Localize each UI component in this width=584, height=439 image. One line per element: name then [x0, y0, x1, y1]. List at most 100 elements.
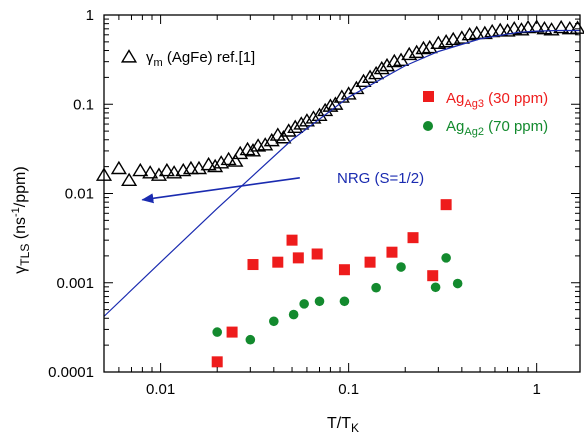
legend: γm (AgFe) ref.[1] AgAg3 (30 ppm) AgAg2 (…	[120, 49, 548, 138]
data-point-triangle	[110, 160, 127, 175]
legend-marker-triangle	[120, 49, 138, 63]
x-axis-label: T/TK	[327, 415, 359, 435]
series-3	[103, 29, 580, 317]
x-tick-label: 1	[532, 381, 540, 398]
axes: 0.01 0.1 1 0.0001 0.001 0.01 0.1 1	[48, 7, 580, 398]
data-point-square	[286, 234, 298, 246]
data-point-triangle	[200, 156, 217, 171]
legend-label-agag3: AgAg3 (30 ppm)	[446, 90, 548, 110]
data-point-square	[247, 259, 259, 271]
data-point-circle	[339, 296, 350, 307]
nrg-arrow	[141, 176, 300, 204]
data-point-triangle	[506, 20, 523, 35]
data-point-triangle	[287, 119, 304, 133]
nrg-annotation: NRG (S=1/2)	[141, 170, 424, 204]
data-point-circle	[288, 309, 299, 320]
data-point-triangle	[280, 123, 297, 137]
data-point-triangle	[213, 155, 230, 169]
data-point-triangle	[386, 53, 403, 68]
y-axis-title: γTLS (ns-1/ppm)	[10, 166, 32, 273]
data-point-triangle	[220, 151, 237, 166]
legend-entry-agfe: γm (AgFe) ref.[1]	[120, 49, 255, 69]
data-point-triangle	[499, 23, 516, 37]
data-point-triangle	[232, 145, 249, 160]
nrg-label: NRG (S=1/2)	[337, 170, 424, 187]
data-point-square	[440, 199, 452, 211]
data-point-triangle	[378, 57, 396, 72]
y-tick-label: 0.1	[73, 96, 94, 113]
data-point-triangle	[207, 158, 224, 173]
data-point-triangle	[298, 113, 315, 127]
data-point-triangle	[438, 34, 455, 48]
legend-label-agfe: γm (AgFe) ref.[1]	[146, 49, 255, 69]
data-point-triangle	[520, 19, 537, 34]
data-point-triangle	[553, 19, 570, 34]
data-point-square	[311, 248, 323, 260]
data-point-triangle	[536, 20, 553, 35]
data-point-square	[386, 246, 398, 258]
data-point-square	[226, 326, 238, 338]
data-point-square	[338, 264, 350, 276]
data-point-triangle	[257, 137, 274, 151]
legend-entry-agag2: AgAg2 (70 ppm)	[423, 118, 548, 138]
data-point-triangle	[373, 60, 390, 75]
data-point-circle	[299, 299, 309, 309]
data-point-square	[292, 252, 304, 264]
data-point-triangle	[121, 172, 138, 187]
data-point-triangle	[408, 44, 425, 59]
data-point-triangle	[132, 162, 149, 177]
data-point-triangle	[150, 167, 168, 181]
data-point-triangle	[361, 69, 379, 83]
legend-entry-agag3: AgAg3 (30 ppm)	[423, 90, 548, 110]
data-point-triangle	[355, 73, 372, 88]
data-point-circle	[441, 253, 451, 263]
plot-frame	[103, 14, 581, 373]
plot-area	[95, 19, 584, 368]
data-point-triangle	[543, 22, 560, 36]
y-axis-label: γTLS (ns-1/ppm)	[10, 166, 32, 273]
data-point-triangle	[453, 30, 470, 44]
data-point-triangle	[445, 31, 462, 46]
data-point-triangle	[182, 160, 200, 175]
data-point-triangle	[513, 22, 530, 36]
series-0	[95, 19, 584, 187]
data-point-triangle	[415, 40, 432, 55]
data-point-circle	[396, 262, 406, 272]
data-point-square	[364, 256, 376, 268]
data-point-circle	[245, 334, 256, 345]
x-tick-label: 0.01	[146, 381, 175, 398]
x-axis-title: T/TK	[327, 415, 359, 435]
data-point-circle	[452, 278, 463, 289]
legend-marker-circle	[423, 121, 433, 131]
data-point-triangle	[311, 107, 328, 121]
data-point-circle	[314, 296, 325, 307]
data-point-triangle	[569, 20, 584, 34]
data-point-triangle	[368, 65, 385, 80]
data-point-triangle	[142, 165, 159, 179]
data-point-triangle	[293, 116, 310, 130]
data-point-triangle	[528, 19, 545, 33]
data-point-triangle	[166, 165, 183, 179]
y-tick-label: 0.01	[65, 186, 94, 203]
y-tick-label: 1	[86, 7, 94, 24]
nrg-curve	[103, 29, 580, 317]
y-tick-label: 0.001	[56, 275, 94, 292]
data-point-triangle	[327, 96, 344, 110]
data-point-circle	[430, 282, 441, 293]
data-point-square	[407, 232, 419, 244]
data-point-triangle	[275, 130, 292, 144]
data-point-triangle	[468, 25, 485, 40]
data-point-triangle	[158, 162, 175, 177]
data-point-circle	[212, 327, 223, 337]
data-point-square	[272, 256, 284, 268]
y-tick-label: 0.0001	[48, 364, 94, 381]
data-point-triangle	[227, 153, 244, 167]
legend-marker-square	[423, 91, 434, 102]
series-2	[212, 253, 463, 345]
legend-label-agag2: AgAg2 (70 ppm)	[446, 118, 548, 138]
data-point-triangle	[244, 143, 262, 157]
data-point-circle	[371, 282, 381, 293]
data-point-circle	[269, 316, 279, 327]
data-point-square	[211, 356, 223, 368]
